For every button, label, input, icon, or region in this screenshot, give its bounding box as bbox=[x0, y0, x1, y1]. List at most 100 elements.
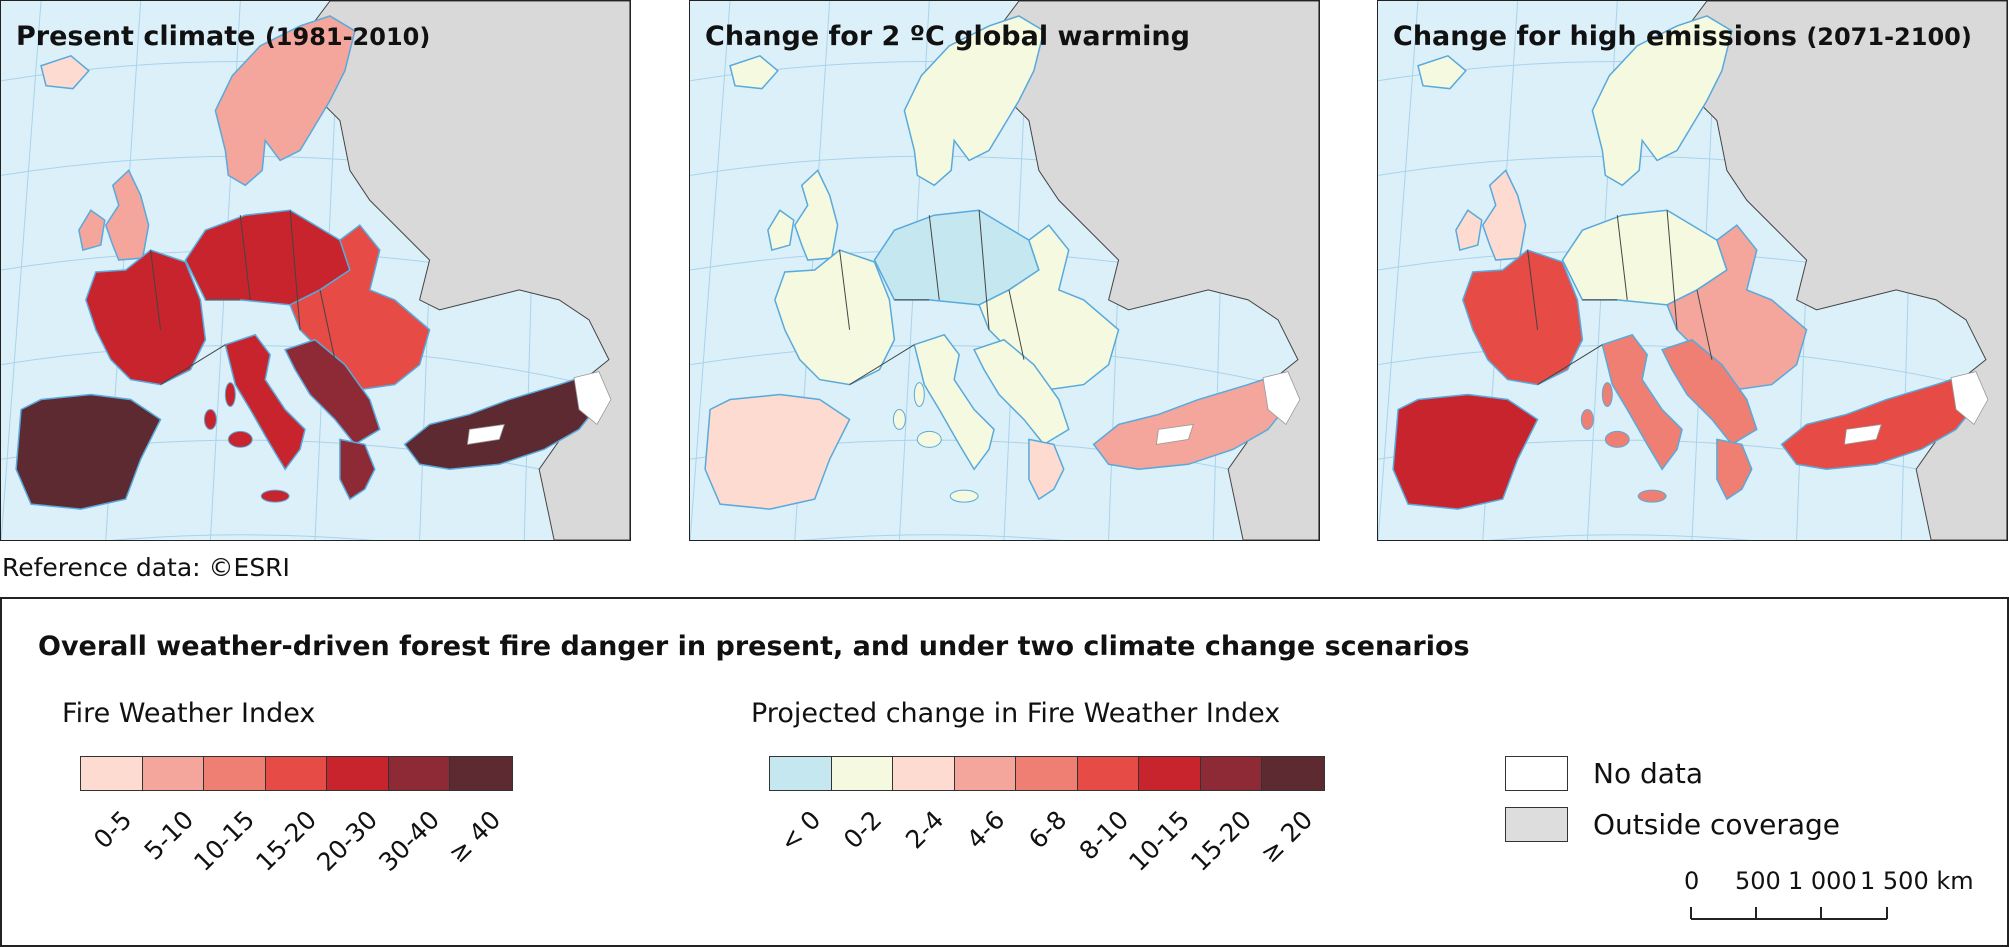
country-border bbox=[849, 344, 915, 386]
country-border bbox=[928, 215, 940, 300]
change-swatch bbox=[954, 757, 1016, 790]
region-greece bbox=[1028, 438, 1065, 501]
no-data-area bbox=[1155, 371, 1301, 445]
region-iberia bbox=[1392, 393, 1539, 510]
island bbox=[916, 430, 942, 448]
region-balkan bbox=[284, 338, 381, 446]
outside-coverage-swatch bbox=[1505, 807, 1568, 842]
island bbox=[260, 489, 290, 503]
island bbox=[227, 430, 253, 448]
region-west bbox=[774, 249, 896, 386]
region-italy bbox=[224, 333, 306, 471]
legend-box: Overall weather-driven forest fire dange… bbox=[0, 597, 2009, 947]
country-border bbox=[1666, 210, 1678, 330]
change-tick-label: 10-15 bbox=[1123, 805, 1196, 877]
fwi-tick-label: 20-30 bbox=[311, 805, 384, 877]
fwi-tick-label: ≥ 40 bbox=[442, 805, 507, 869]
region-isl bbox=[1417, 54, 1467, 90]
map-title-change2c: Change for 2 ºC global warming bbox=[705, 21, 1190, 52]
region-italy bbox=[913, 333, 995, 471]
country-border bbox=[150, 250, 162, 330]
country-border bbox=[839, 250, 851, 330]
region-iberia bbox=[704, 393, 851, 510]
region-nord bbox=[903, 15, 1045, 187]
country-border bbox=[1537, 344, 1603, 386]
island bbox=[224, 382, 236, 407]
change-color-scale bbox=[769, 756, 1325, 791]
change-swatch bbox=[770, 757, 832, 790]
island bbox=[913, 382, 925, 407]
reference-data-note: Reference data: ©ESRI bbox=[2, 553, 290, 582]
scale-label-1500: 1 500 km bbox=[1860, 867, 1974, 895]
map-present-svg bbox=[1, 1, 630, 540]
country-border bbox=[160, 344, 226, 386]
country-border bbox=[319, 289, 336, 360]
scale-bar bbox=[1690, 907, 1888, 920]
map-subtitle-text: (1981-2010) bbox=[264, 23, 431, 51]
change-swatch bbox=[831, 757, 893, 790]
region-iberia bbox=[15, 393, 162, 510]
fwi-tick-label: 10-15 bbox=[188, 805, 261, 877]
change-tick-label: 0-2 bbox=[838, 805, 888, 855]
map-title-text: Change for 2 ºC global warming bbox=[705, 21, 1190, 52]
island bbox=[203, 408, 217, 430]
region-uk bbox=[104, 169, 150, 261]
country-border bbox=[1008, 289, 1025, 360]
region-west bbox=[1462, 249, 1584, 386]
fwi-swatch bbox=[81, 757, 143, 790]
map-change2c-svg bbox=[690, 1, 1319, 540]
country-border bbox=[1696, 289, 1713, 360]
change-swatch bbox=[1016, 757, 1078, 790]
map-change-2c: Change for 2 ºC global warming bbox=[689, 0, 1320, 541]
island bbox=[949, 489, 979, 503]
island bbox=[1601, 382, 1613, 407]
change-swatch bbox=[893, 757, 955, 790]
map-subtitle-text: (2071-2100) bbox=[1806, 23, 1972, 51]
change-swatch bbox=[1077, 757, 1139, 790]
region-italy bbox=[1601, 333, 1683, 471]
country-border bbox=[978, 210, 990, 330]
no-data-swatch bbox=[1505, 756, 1568, 791]
graticule-line bbox=[1378, 1, 1419, 540]
map-high-emissions-svg bbox=[1378, 1, 2007, 540]
map-title-text: Present climate bbox=[16, 21, 256, 52]
region-irl bbox=[78, 209, 106, 252]
island bbox=[1580, 408, 1594, 430]
map-title-text: Change for high emissions bbox=[1393, 21, 1797, 52]
fwi-scale-title: Fire Weather Index bbox=[62, 698, 316, 729]
scale-label-0: 0 bbox=[1684, 867, 1700, 895]
fwi-tick-label: 0-5 bbox=[87, 805, 138, 855]
change-scale-title: Projected change in Fire Weather Index bbox=[751, 698, 1281, 729]
region-nord bbox=[214, 15, 356, 187]
change-tick-label: 2-4 bbox=[899, 805, 950, 855]
change-tick-label: 6-8 bbox=[1022, 805, 1073, 855]
outside-coverage-area bbox=[299, 1, 630, 540]
region-uk bbox=[793, 169, 839, 261]
map-title-high-emissions: Change for high emissions (2071-2100) bbox=[1393, 21, 1972, 52]
outside-coverage-label: Outside coverage bbox=[1593, 808, 1841, 841]
fwi-swatch bbox=[142, 757, 204, 790]
island bbox=[1604, 430, 1630, 448]
outside-coverage-area bbox=[1676, 1, 2007, 540]
graticule-line bbox=[690, 1, 731, 540]
fwi-color-scale bbox=[80, 756, 513, 791]
change-swatch bbox=[1200, 757, 1262, 790]
fwi-swatch bbox=[265, 757, 327, 790]
fwi-tick-label: 15-20 bbox=[249, 805, 322, 877]
region-isl bbox=[40, 54, 90, 90]
region-greece bbox=[1716, 438, 1753, 501]
region-west bbox=[85, 249, 207, 386]
map-title-present: Present climate (1981-2010) bbox=[16, 21, 430, 52]
country-border bbox=[239, 215, 251, 300]
country-border bbox=[1527, 250, 1539, 330]
fwi-swatch bbox=[388, 757, 450, 790]
fwi-swatch bbox=[327, 757, 389, 790]
region-isl bbox=[729, 54, 779, 90]
island bbox=[892, 408, 906, 430]
key-no-data: No data bbox=[1505, 756, 1703, 791]
outside-coverage-area bbox=[988, 1, 1319, 540]
legend-title: Overall weather-driven forest fire dange… bbox=[38, 631, 1470, 662]
region-balkan bbox=[973, 338, 1070, 446]
scale-label-500: 500 bbox=[1735, 867, 1781, 895]
graticule-line bbox=[1, 1, 42, 540]
